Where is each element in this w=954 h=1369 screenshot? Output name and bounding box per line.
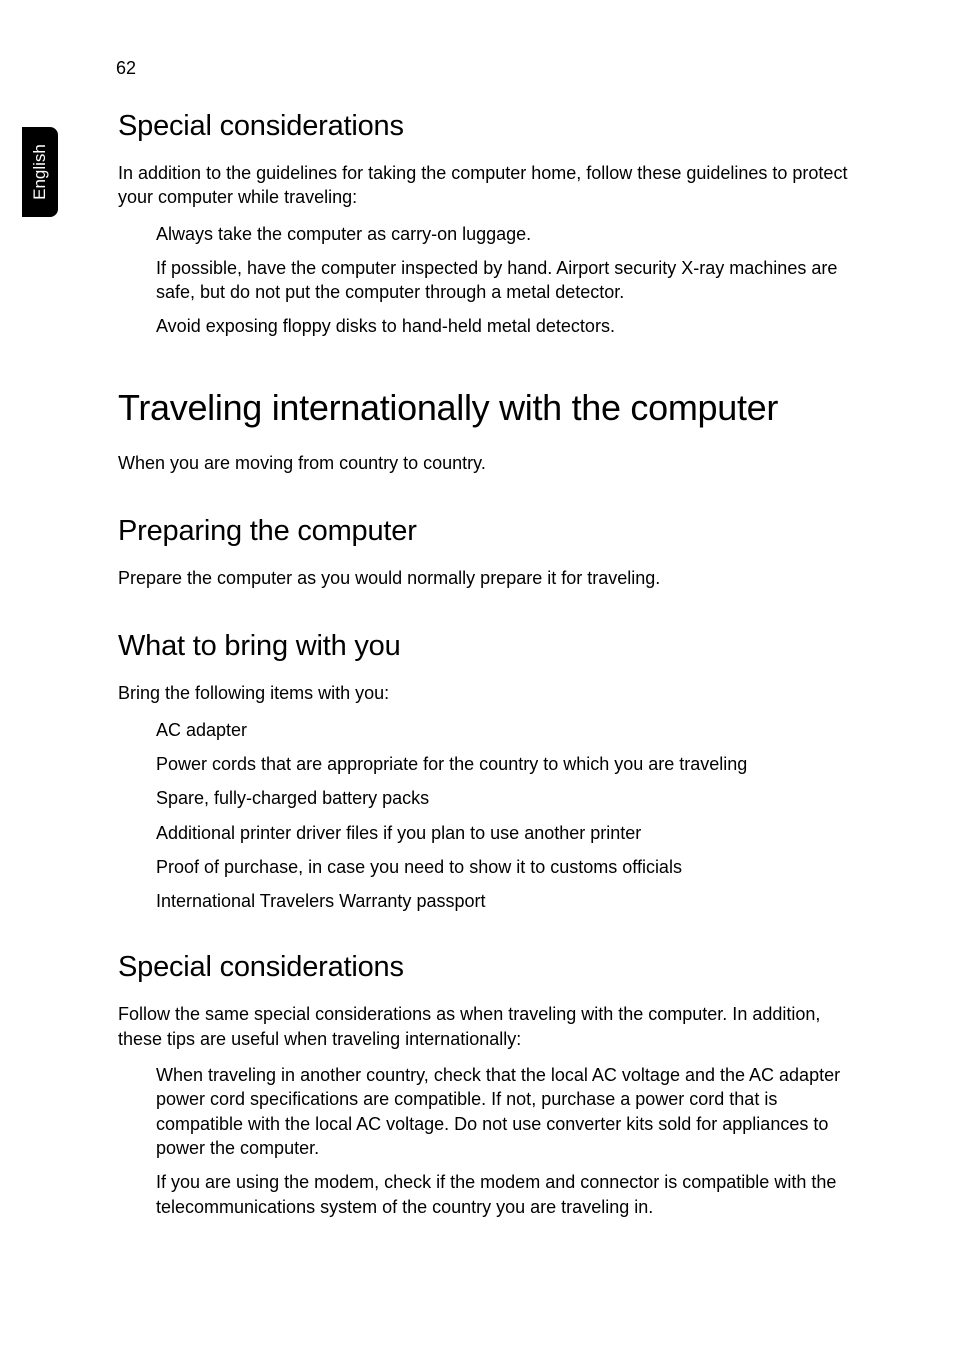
language-tab-label: English — [30, 144, 50, 200]
bullet-list: AC adapter Power cords that are appropri… — [156, 718, 858, 914]
body-text: Prepare the computer as you would normal… — [118, 566, 858, 590]
body-text: In addition to the guidelines for taking… — [118, 161, 858, 210]
bullet-list: Always take the computer as carry-on lug… — [156, 222, 858, 339]
body-text: When you are moving from country to coun… — [118, 451, 858, 475]
list-item: Spare, fully-charged battery packs — [156, 786, 858, 810]
heading-preparing: Preparing the computer — [118, 515, 858, 548]
list-item: If you are using the modem, check if the… — [156, 1170, 858, 1219]
list-item: Additional printer driver files if you p… — [156, 821, 858, 845]
list-item: Always take the computer as carry-on lug… — [156, 222, 858, 246]
heading-special-considerations-1: Special considerations — [118, 110, 858, 143]
list-item: AC adapter — [156, 718, 858, 742]
page-number: 62 — [116, 58, 136, 79]
language-tab: English — [22, 127, 58, 217]
heading-traveling-intl: Traveling internationally with the compu… — [118, 387, 858, 429]
list-item: International Travelers Warranty passpor… — [156, 889, 858, 913]
body-text: Bring the following items with you: — [118, 681, 858, 705]
list-item: If possible, have the computer inspected… — [156, 256, 858, 305]
list-item: Avoid exposing floppy disks to hand-held… — [156, 314, 858, 338]
list-item: Power cords that are appropriate for the… — [156, 752, 858, 776]
list-item: Proof of purchase, in case you need to s… — [156, 855, 858, 879]
page-content: Special considerations In addition to th… — [118, 100, 858, 1229]
list-item: When traveling in another country, check… — [156, 1063, 858, 1160]
body-text: Follow the same special considerations a… — [118, 1002, 858, 1051]
bullet-list: When traveling in another country, check… — [156, 1063, 858, 1219]
heading-what-to-bring: What to bring with you — [118, 630, 858, 663]
heading-special-considerations-2: Special considerations — [118, 951, 858, 984]
